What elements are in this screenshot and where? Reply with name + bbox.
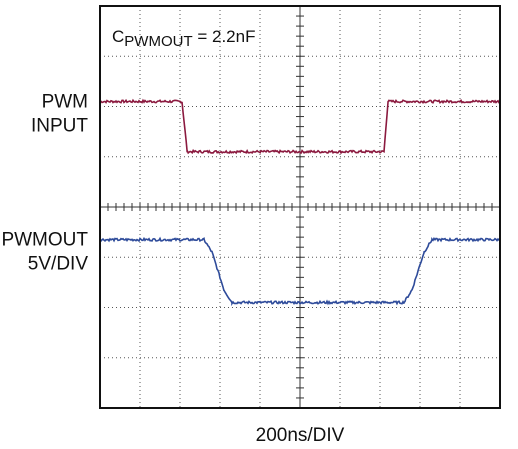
pwmout-trace [99, 236, 501, 307]
traces [99, 98, 501, 307]
pwm-input-label-line2: INPUT [31, 115, 88, 136]
plot-frame [99, 5, 501, 409]
annotation-prefix: C [112, 27, 124, 46]
grid [99, 5, 500, 408]
capacitance-annotation: CPWMOUT = 2.2nF [112, 27, 255, 50]
x-axis-label: 200ns/DIV [256, 425, 345, 446]
annotation-subscript: PWMOUT [124, 33, 192, 50]
pwm-input-trace [99, 98, 501, 155]
pwm-input-label-line1: PWM [42, 91, 88, 112]
pwmout-label-line1: PWMOUT [1, 230, 88, 251]
pwmout-label-line2: 5V/DIV [28, 254, 89, 275]
annotation-suffix: = 2.2nF [193, 27, 256, 46]
